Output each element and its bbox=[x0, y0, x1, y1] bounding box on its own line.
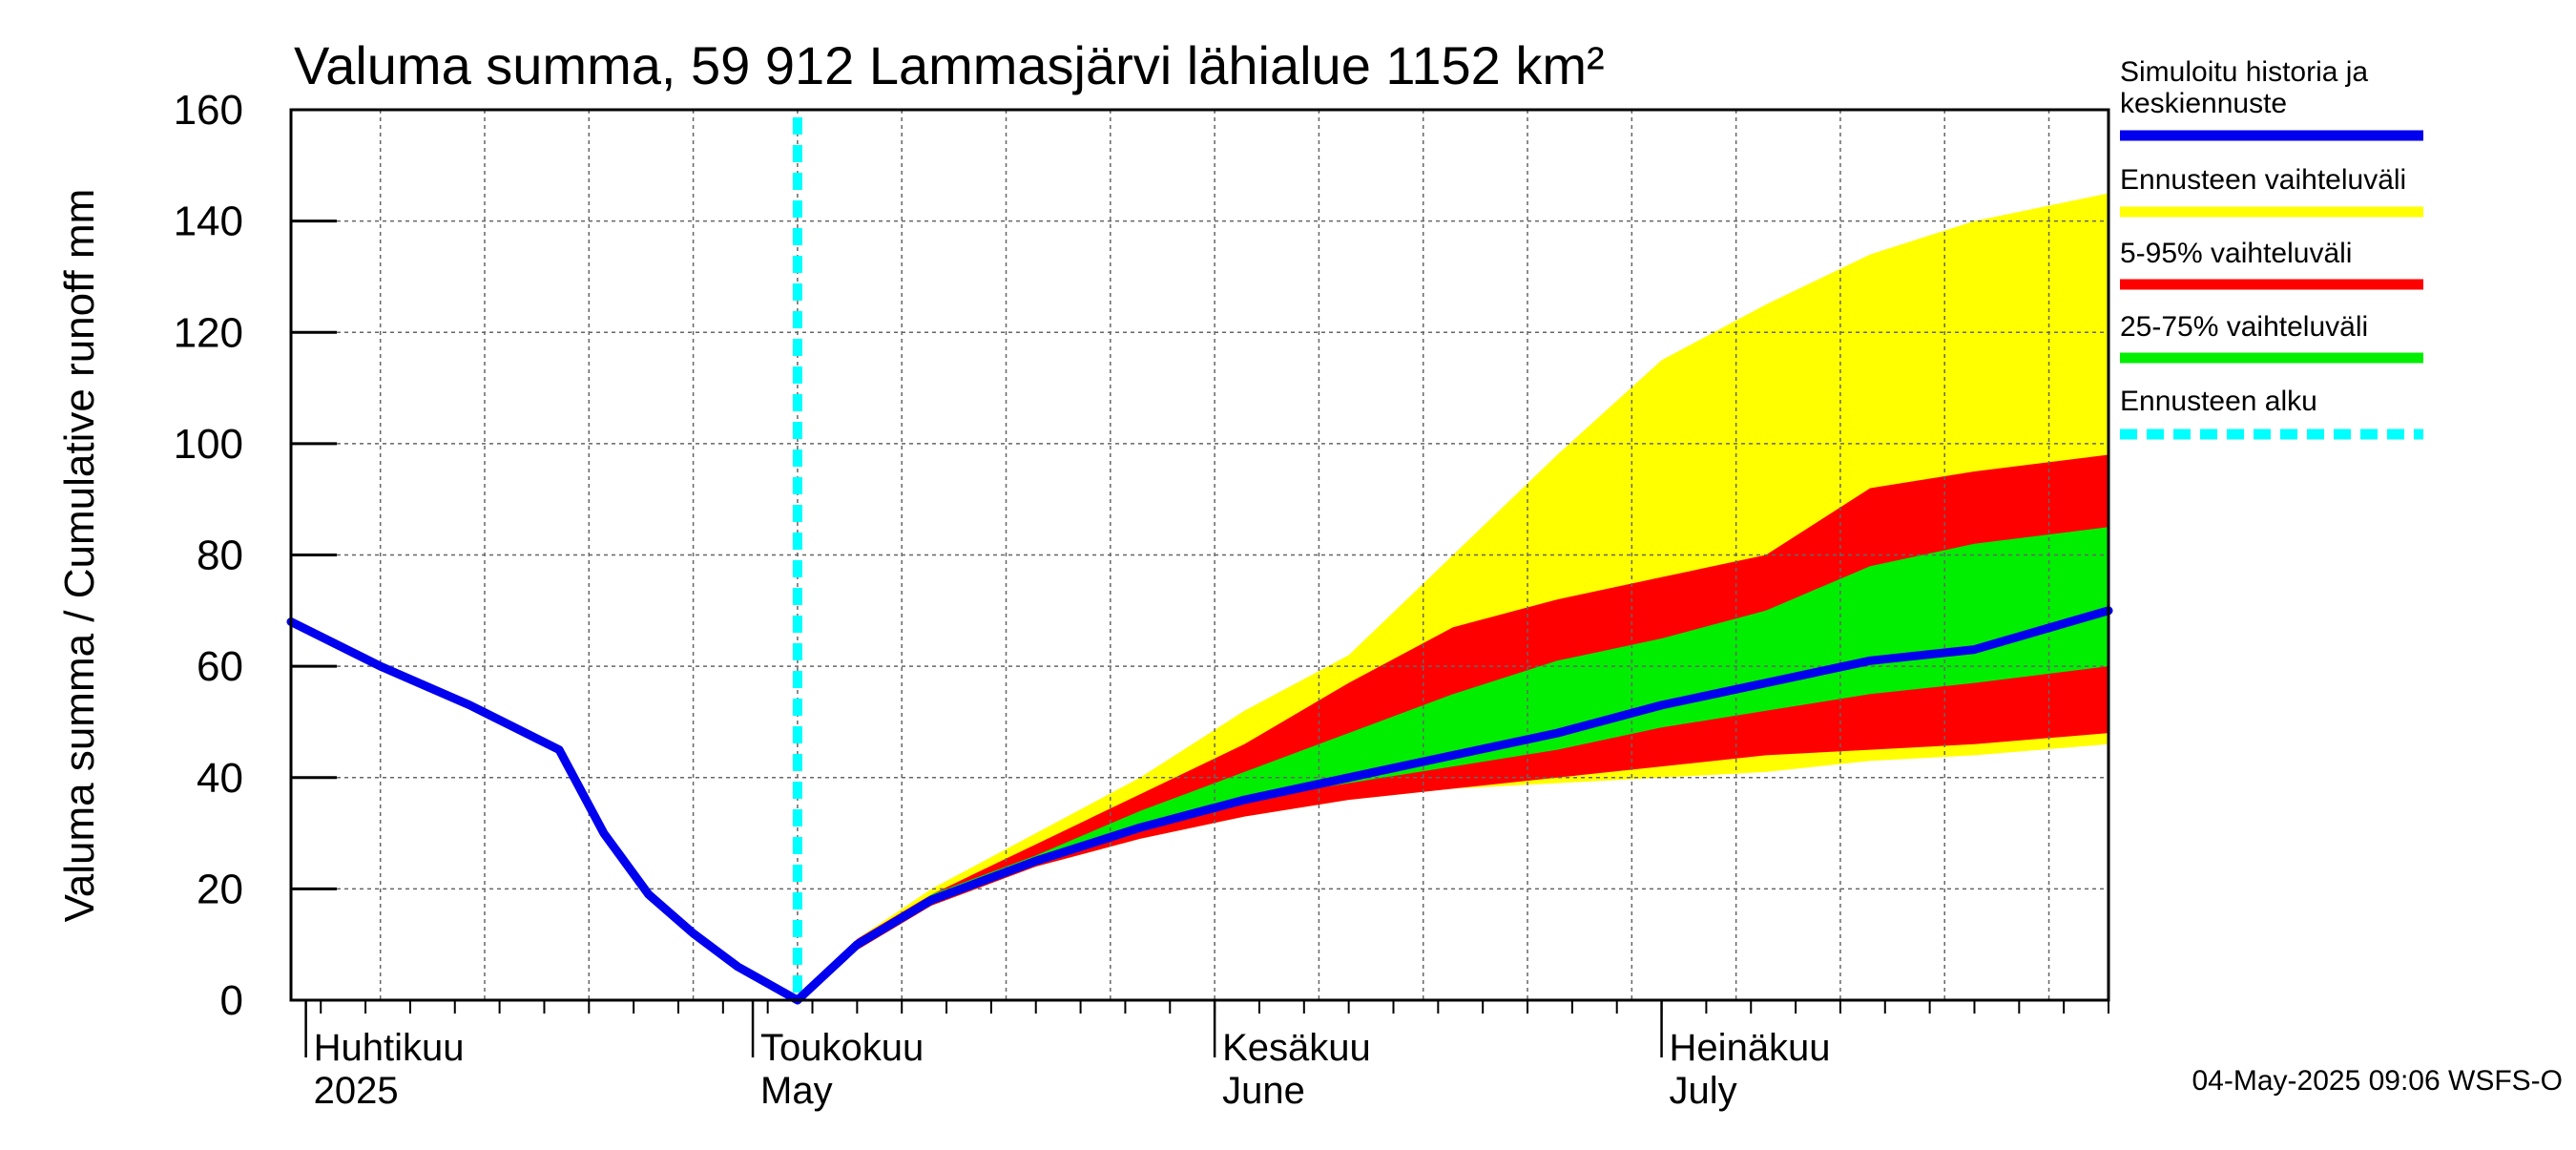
legend-label: 5-95% vaihteluväli bbox=[2120, 238, 2352, 269]
timestamp-label: 04-May-2025 09:06 WSFS-O bbox=[2192, 1065, 2564, 1097]
y-tick-label: 140 bbox=[174, 199, 243, 245]
month-label-fi: Heinäkuu bbox=[1670, 1027, 1831, 1069]
grid-lines bbox=[291, 110, 2109, 1000]
legend-label: Ennusteen alku bbox=[2120, 386, 2317, 417]
y-tick-label: 40 bbox=[197, 755, 243, 802]
month-label-en: July bbox=[1670, 1070, 1737, 1112]
y-axis-ticks: 0 20 40 60 80 100 120 140 160 bbox=[174, 87, 337, 1024]
series-lines bbox=[286, 117, 2113, 1005]
month-label-fi: Huhtikuu bbox=[314, 1027, 465, 1069]
y-tick-label: 80 bbox=[197, 533, 243, 579]
legend-label: Simuloitu historia ja bbox=[2120, 56, 2368, 88]
legend-label-line2: keskiennuste bbox=[2120, 88, 2287, 119]
y-tick-label: 0 bbox=[220, 977, 243, 1024]
y-tick-label: 160 bbox=[174, 87, 243, 134]
band-full-range bbox=[797, 193, 2109, 1000]
month-label-fi: Kesäkuu bbox=[1222, 1027, 1371, 1069]
month-label-en: 2025 bbox=[314, 1070, 399, 1112]
legend-label: 25-75% vaihteluväli bbox=[2120, 311, 2368, 343]
band-25-75 bbox=[797, 527, 2109, 1000]
forecast-bands bbox=[797, 193, 2109, 1000]
month-label-fi: Toukokuu bbox=[760, 1027, 924, 1069]
y-tick-label: 20 bbox=[197, 866, 243, 912]
history-median-line bbox=[286, 606, 2113, 1005]
month-label-en: May bbox=[760, 1070, 833, 1112]
y-tick-label: 120 bbox=[174, 309, 243, 356]
y-tick-label: 100 bbox=[174, 421, 243, 468]
y-axis-label: Valuma summa / Cumulative runoff mm bbox=[56, 189, 103, 923]
legend-label: Ennusteen vaihteluväli bbox=[2120, 164, 2406, 196]
month-label-en: June bbox=[1222, 1070, 1305, 1112]
chart-title: Valuma summa, 59 912 Lammasjärvi lähialu… bbox=[294, 35, 1605, 95]
y-tick-label: 60 bbox=[197, 643, 243, 690]
